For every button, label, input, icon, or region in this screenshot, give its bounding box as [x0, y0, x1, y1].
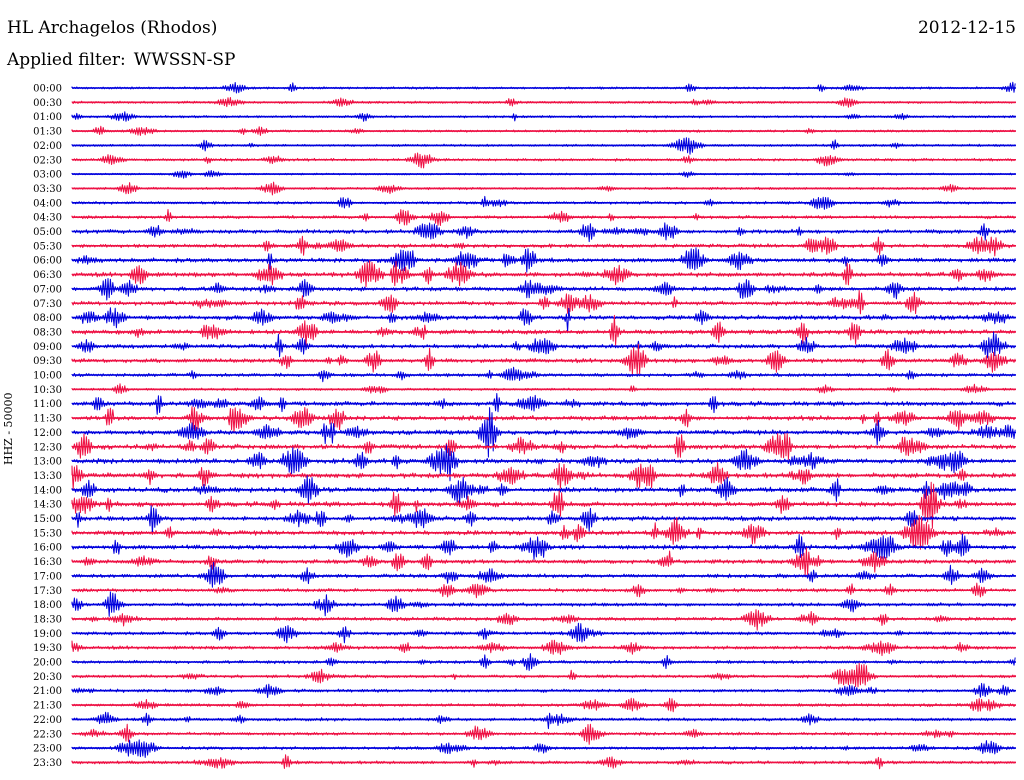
time-tick-label: 13:00 — [33, 457, 62, 468]
time-tick-label: 14:30 — [33, 500, 62, 511]
time-tick-label: 15:30 — [33, 528, 62, 539]
time-tick-label: 03:30 — [33, 184, 62, 195]
time-tick-label: 16:00 — [33, 543, 62, 554]
time-tick-label: 20:30 — [33, 672, 62, 683]
seismic-trace — [71, 711, 1016, 730]
time-tick-label: 03:00 — [33, 170, 62, 181]
time-tick-label: 16:30 — [33, 557, 62, 568]
time-tick-label: 05:00 — [33, 227, 62, 238]
time-tick-label: 19:30 — [33, 643, 62, 654]
seismic-trace — [71, 561, 1016, 588]
time-tick-label: 11:30 — [33, 414, 62, 425]
filter-label: Applied filter: — [7, 50, 126, 70]
time-tick-label: 14:00 — [33, 485, 62, 496]
record-date: 2012-12-15 — [917, 18, 1016, 38]
filter-value: WWSSN-SP — [133, 50, 236, 70]
time-tick-label: 05:30 — [33, 241, 62, 252]
time-tick-label: 21:30 — [33, 701, 62, 712]
time-tick-label: 09:30 — [33, 356, 62, 367]
time-tick-label: 18:00 — [33, 600, 62, 611]
time-tick-label: 04:30 — [33, 213, 62, 224]
time-tick-label: 04:00 — [33, 198, 62, 209]
seismic-trace — [71, 331, 1016, 359]
filter-info: Applied filter: WWSSN-SP — [7, 50, 235, 70]
time-tick-label: 02:00 — [33, 141, 62, 152]
time-tick-label: 12:30 — [33, 442, 62, 453]
seismic-trace — [71, 662, 1016, 688]
time-tick-label: 07:00 — [33, 284, 62, 295]
seismic-trace — [71, 314, 1016, 347]
time-tick-label: 12:00 — [33, 428, 62, 439]
time-tick-label: 07:30 — [33, 299, 62, 310]
time-tick-label: 06:00 — [33, 256, 62, 267]
time-tick-label: 10:00 — [33, 371, 62, 382]
seismic-trace — [71, 290, 1016, 315]
time-tick-label: 01:00 — [33, 112, 62, 123]
time-tick-label: 20:00 — [33, 658, 62, 669]
time-tick-label: 18:30 — [33, 614, 62, 625]
seismic-trace — [71, 260, 1016, 288]
time-tick-label: 10:30 — [33, 385, 62, 396]
time-tick-label: 08:30 — [33, 327, 62, 338]
time-tick-label: 00:30 — [33, 98, 62, 109]
time-tick-label: 06:30 — [33, 270, 62, 281]
time-tick-label: 23:30 — [33, 758, 62, 769]
time-tick-label: 01:30 — [33, 127, 62, 138]
time-tick-label: 11:00 — [33, 399, 62, 410]
time-tick-label: 17:30 — [33, 586, 62, 597]
time-tick-label: 15:00 — [33, 514, 62, 525]
time-tick-label: 23:00 — [33, 744, 62, 755]
time-tick-label: 19:00 — [33, 629, 62, 640]
station-title: HL Archagelos (Rhodos) — [7, 18, 218, 38]
time-tick-label: 09:00 — [33, 342, 62, 353]
time-tick-label: 08:00 — [33, 313, 62, 324]
time-tick-label: 22:30 — [33, 729, 62, 740]
time-tick-label: 21:00 — [33, 686, 62, 697]
time-tick-label: 13:30 — [33, 471, 62, 482]
time-tick-label: 00:00 — [33, 84, 62, 95]
seismic-trace — [71, 609, 1016, 631]
time-tick-label: 22:00 — [33, 715, 62, 726]
time-tick-label: 17:00 — [33, 571, 62, 582]
time-tick-label: 02:30 — [33, 155, 62, 166]
